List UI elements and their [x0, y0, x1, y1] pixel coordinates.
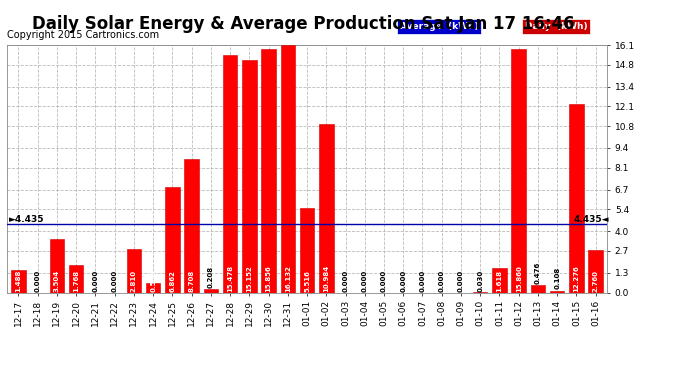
Text: 0.000: 0.000 [34, 270, 41, 292]
Bar [511, 49, 526, 292]
Text: 1.618: 1.618 [496, 270, 502, 292]
Text: Daily Solar Energy & Average Production Sat Jan 17 16:46: Daily Solar Energy & Average Production … [32, 15, 575, 33]
Bar [50, 238, 64, 292]
Bar [69, 266, 83, 292]
Text: 0.000: 0.000 [400, 270, 406, 292]
Bar [589, 250, 603, 292]
Text: 0.000: 0.000 [92, 270, 99, 292]
Text: 0.000: 0.000 [439, 270, 445, 292]
Text: 3.504: 3.504 [54, 270, 60, 292]
Text: 12.276: 12.276 [573, 265, 580, 292]
Text: Copyright 2015 Cartronics.com: Copyright 2015 Cartronics.com [7, 30, 159, 40]
Text: 6.862: 6.862 [169, 270, 175, 292]
Bar [146, 284, 160, 292]
Bar [281, 45, 295, 292]
Text: 0.108: 0.108 [554, 267, 560, 289]
Bar [242, 60, 257, 292]
Text: 15.856: 15.856 [266, 265, 272, 292]
Bar [204, 289, 218, 292]
Bar [492, 268, 506, 292]
Text: 16.132: 16.132 [285, 265, 290, 292]
Text: 4.435◄: 4.435◄ [573, 215, 609, 224]
Bar [300, 208, 314, 292]
Text: 0.000: 0.000 [458, 270, 464, 292]
Text: 1.488: 1.488 [15, 269, 21, 292]
Text: 15.478: 15.478 [227, 265, 233, 292]
Text: 0.030: 0.030 [477, 270, 483, 292]
Text: 2.760: 2.760 [593, 270, 599, 292]
Text: 0.000: 0.000 [381, 270, 387, 292]
Text: 1.768: 1.768 [73, 270, 79, 292]
Text: 15.152: 15.152 [246, 265, 253, 292]
Bar [531, 285, 545, 292]
Text: 0.000: 0.000 [420, 270, 426, 292]
Text: 0.000: 0.000 [362, 270, 368, 292]
Text: 2.810: 2.810 [131, 270, 137, 292]
Text: 0.590: 0.590 [150, 270, 156, 292]
Text: 0.208: 0.208 [208, 266, 214, 288]
Text: 8.708: 8.708 [188, 270, 195, 292]
Bar [569, 104, 584, 292]
Text: 15.860: 15.860 [515, 265, 522, 292]
Text: 0.476: 0.476 [535, 261, 541, 284]
Bar [223, 54, 237, 292]
Bar [165, 187, 179, 292]
Text: ►4.435: ►4.435 [9, 215, 44, 224]
Bar [262, 49, 276, 292]
Bar [550, 291, 564, 292]
Bar [11, 270, 26, 292]
Text: 10.984: 10.984 [324, 264, 329, 292]
Bar [127, 249, 141, 292]
Text: 5.516: 5.516 [304, 270, 310, 292]
Bar [184, 159, 199, 292]
Text: Daily  (kWh): Daily (kWh) [525, 22, 587, 31]
Text: 0.000: 0.000 [112, 270, 118, 292]
Bar [319, 124, 333, 292]
Text: 0.000: 0.000 [342, 270, 348, 292]
Text: Average  (kWh): Average (kWh) [400, 22, 478, 31]
